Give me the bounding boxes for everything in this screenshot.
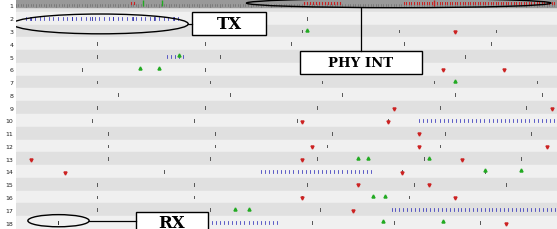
Bar — [16, 0, 557, 13]
Bar — [16, 153, 557, 165]
Bar — [16, 25, 557, 38]
Bar — [16, 204, 557, 216]
Bar — [16, 102, 557, 114]
Bar — [16, 38, 557, 51]
Bar — [16, 76, 557, 89]
Bar — [16, 13, 557, 25]
Bar — [16, 127, 557, 140]
Text: PHY INT: PHY INT — [328, 57, 393, 69]
Bar — [16, 0, 557, 8]
Bar — [16, 114, 557, 127]
Text: TX: TX — [217, 16, 242, 33]
FancyBboxPatch shape — [300, 52, 422, 74]
Bar — [16, 140, 557, 153]
Bar — [16, 191, 557, 204]
Bar — [16, 165, 557, 178]
Bar — [16, 216, 557, 229]
Bar — [16, 64, 557, 76]
FancyBboxPatch shape — [136, 213, 208, 229]
Text: RX: RX — [159, 214, 185, 229]
FancyBboxPatch shape — [192, 13, 266, 36]
Bar — [16, 51, 557, 64]
Bar — [16, 178, 557, 191]
Bar — [16, 89, 557, 102]
